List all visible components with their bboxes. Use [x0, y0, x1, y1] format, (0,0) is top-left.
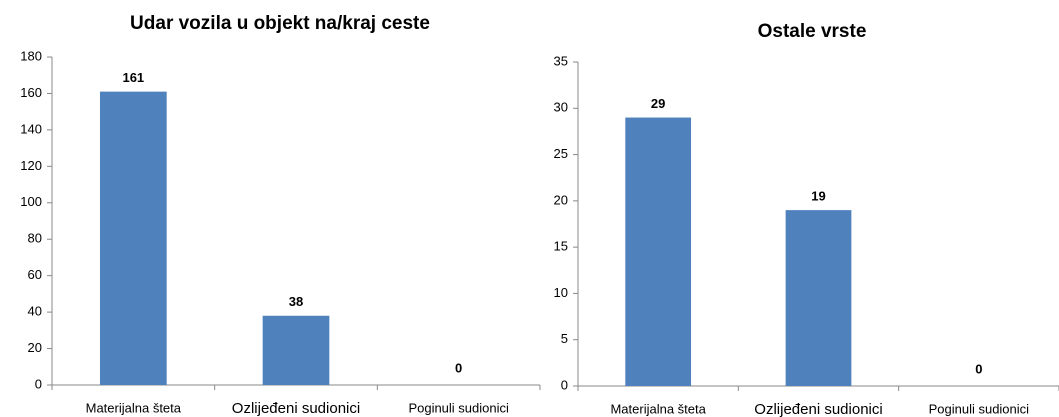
bar: [625, 117, 692, 387]
x-tick-label: Materijalna šteta: [610, 401, 706, 416]
value-label: 29: [651, 96, 665, 111]
y-tick-label: 40: [28, 304, 42, 319]
y-tick-label: 5: [561, 331, 568, 346]
y-tick-label: 100: [20, 194, 42, 209]
y-tick-label: 25: [554, 146, 568, 161]
y-tick-label: 180: [20, 48, 42, 63]
x-tick-label: Materijalna šteta: [86, 400, 182, 415]
y-tick-label: 35: [554, 53, 568, 68]
y-tick-label: 0: [35, 376, 42, 391]
chart-title: Udar vozila u objekt na/kraj ceste: [130, 13, 430, 34]
value-label: 0: [455, 360, 462, 375]
y-tick-label: 0: [561, 377, 568, 392]
y-tick-label: 10: [554, 285, 568, 300]
y-tick-label: 15: [554, 239, 568, 254]
y-tick-label: 60: [28, 267, 42, 282]
value-label: 19: [811, 189, 825, 204]
y-tick-label: 120: [20, 158, 42, 173]
x-tick-label: Poginuli sudionici: [408, 400, 509, 415]
y-tick-label: 140: [20, 121, 42, 136]
y-tick-label: 20: [554, 192, 568, 207]
y-tick-label: 20: [28, 340, 42, 355]
bar: [785, 210, 852, 386]
bar: [99, 91, 167, 385]
chart-title: Ostale vrste: [758, 21, 867, 42]
value-label: 38: [289, 294, 303, 309]
x-tick-label: Ozlijeđeni sudionici: [232, 400, 360, 417]
bar: [262, 315, 330, 385]
y-tick-label: 30: [554, 100, 568, 115]
value-label: 0: [975, 361, 982, 376]
value-label: 161: [122, 70, 144, 85]
x-tick-label: Ozlijeđeni sudionici: [754, 401, 882, 417]
y-tick-label: 160: [20, 85, 42, 100]
x-tick-label: Poginuli sudionici: [929, 401, 1030, 416]
y-tick-label: 80: [28, 231, 42, 246]
